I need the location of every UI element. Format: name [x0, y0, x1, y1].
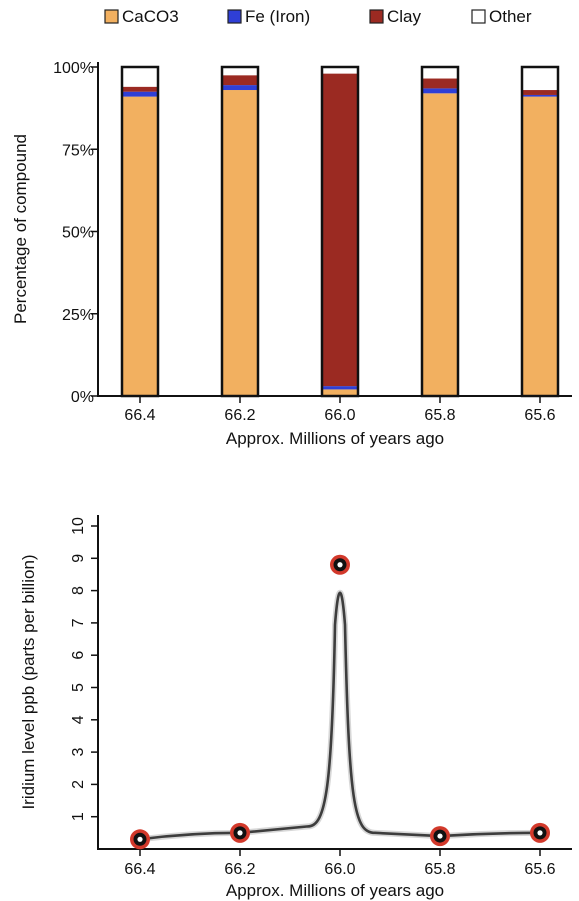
x-tick-label: 66.2	[224, 861, 255, 878]
legend-label-other: Other	[489, 7, 532, 26]
x-tick-label: 65.8	[424, 407, 455, 424]
data-point-66.0	[330, 554, 350, 575]
legend-swatch-other	[471, 9, 486, 24]
points	[130, 554, 550, 850]
bar-clay-65.6	[522, 90, 558, 95]
x-tick-label: 66.0	[324, 861, 355, 878]
x-tick-label: 66.4	[124, 407, 155, 424]
x-ticks: 66.4 66.2 66.0 65.8 65.6	[124, 849, 556, 878]
bar-other-66.0	[322, 67, 358, 74]
data-point-66.2	[230, 822, 250, 843]
y-tick-label: 4	[70, 715, 87, 724]
x-ticks: 66.4 66.2 66.0 65.8 65.6	[124, 396, 556, 424]
data-point-center	[237, 830, 243, 836]
y-tick-label: 0%	[71, 389, 94, 406]
iridium-line	[138, 591, 542, 841]
x-tick-label: 66.0	[324, 407, 355, 424]
y-tick-label: 100%	[53, 60, 94, 77]
bar-caco3-66.0	[322, 389, 358, 396]
bar-clay-66.2	[222, 75, 258, 86]
x-tick-label: 66.4	[124, 861, 155, 878]
bar-clay-66.4	[122, 86, 158, 92]
bars	[120, 65, 560, 398]
legend-label-caco3: CaCO3	[122, 7, 179, 26]
y-tick-label: 9	[70, 554, 87, 563]
x-tick-label: 65.6	[524, 407, 555, 424]
y-tick-label: 6	[70, 651, 87, 660]
bar-fe-iron-65.6	[522, 94, 558, 97]
bar-other-66.2	[222, 67, 258, 76]
x-tick-label: 65.8	[424, 861, 455, 878]
bar-other-66.4	[122, 67, 158, 87]
stacked-bar-chart: CaCO3 Fe (Iron) Clay Other 0%25%50%75%100% …	[11, 7, 572, 448]
data-point-center	[137, 836, 143, 842]
data-point-center	[537, 830, 543, 836]
legend: CaCO3 Fe (Iron) Clay Other	[104, 7, 532, 26]
bar-x-axis-title: Approx. Millions of years ago	[226, 429, 444, 448]
iridium-line-shadow	[137, 589, 543, 843]
legend-swatch-fe-iron	[227, 9, 242, 24]
bar-caco3-65.8	[422, 93, 458, 396]
y-tick-label: 8	[70, 586, 87, 595]
data-point-center	[337, 562, 343, 568]
bar-clay-66.0	[322, 73, 358, 387]
data-point-65.8	[430, 826, 450, 847]
iridium-line-chart: 1 2 3 4 5 6 7 8 9 10 66.4 66.2 66.0 65.8 65.6 Approx.…	[19, 515, 572, 900]
y-tick-label: 25%	[62, 307, 94, 324]
legend-swatch-clay	[369, 9, 384, 24]
y-ticks: 1 2 3 4 5 6 7 8 9 10	[70, 517, 98, 821]
y-tick-label: 2	[70, 780, 87, 789]
bar-fe-iron-66.4	[122, 91, 158, 97]
y-tick-label: 7	[70, 618, 87, 627]
x-tick-label: 66.2	[224, 407, 255, 424]
y-tick-label: 10	[70, 517, 87, 535]
y-ticks: 0% 25% 50% 75% 100%	[53, 60, 98, 406]
line-y-axis-title: Iridium level ppb (parts per billion)	[19, 554, 38, 809]
bar-caco3-65.6	[522, 96, 558, 397]
x-tick-label: 65.6	[524, 861, 555, 878]
bar-y-axis-title: Percentage of compound	[11, 134, 30, 324]
data-point-65.6	[530, 822, 550, 843]
bar-fe-iron-65.8	[422, 88, 458, 94]
y-tick-label: 75%	[62, 142, 94, 159]
legend-label-fe-iron: Fe (Iron)	[245, 7, 310, 26]
bar-caco3-66.2	[222, 90, 258, 396]
data-point-66.4	[130, 829, 150, 850]
bar-other-65.8	[422, 67, 458, 79]
y-tick-label: 5	[70, 683, 87, 692]
legend-label-clay: Clay	[387, 7, 422, 26]
y-tick-label: 1	[70, 812, 87, 821]
bar-fe-iron-66.0	[322, 386, 358, 390]
bar-other-65.6	[522, 67, 558, 91]
y-tick-label: 3	[70, 748, 87, 757]
bar-fe-iron-66.2	[222, 85, 258, 91]
line-x-axis-title: Approx. Millions of years ago	[226, 881, 444, 900]
bar-caco3-66.4	[122, 96, 158, 397]
legend-swatch-caco3	[104, 9, 119, 24]
data-point-center	[437, 833, 443, 839]
bar-clay-65.8	[422, 78, 458, 89]
y-tick-label: 50%	[62, 225, 94, 242]
